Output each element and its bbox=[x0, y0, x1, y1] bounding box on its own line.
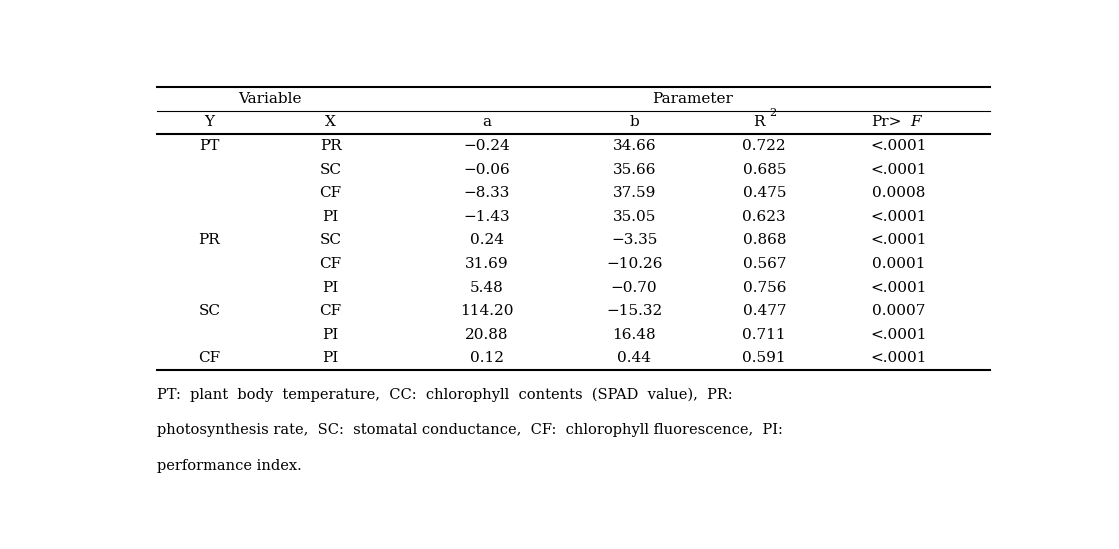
Text: 20.88: 20.88 bbox=[466, 328, 508, 342]
Text: R: R bbox=[753, 115, 764, 130]
Text: 16.48: 16.48 bbox=[612, 328, 656, 342]
Text: a: a bbox=[482, 115, 491, 130]
Text: 0.0001: 0.0001 bbox=[872, 257, 925, 271]
Text: b: b bbox=[629, 115, 639, 130]
Text: <.0001: <.0001 bbox=[871, 210, 927, 224]
Text: 0.44: 0.44 bbox=[618, 351, 651, 366]
Text: 0.0008: 0.0008 bbox=[872, 186, 925, 200]
Text: <.0001: <.0001 bbox=[871, 351, 927, 366]
Text: 34.66: 34.66 bbox=[612, 139, 656, 153]
Text: −1.43: −1.43 bbox=[463, 210, 510, 224]
Text: PR: PR bbox=[198, 233, 220, 248]
Text: Y: Y bbox=[205, 115, 214, 130]
Text: CF: CF bbox=[198, 351, 220, 366]
Text: CF: CF bbox=[320, 257, 341, 271]
Text: −3.35: −3.35 bbox=[611, 233, 657, 248]
Text: −0.70: −0.70 bbox=[611, 281, 658, 295]
Text: 0.623: 0.623 bbox=[743, 210, 786, 224]
Text: 31.69: 31.69 bbox=[466, 257, 508, 271]
Text: photosynthesis rate,  SC:  stomatal conductance,  CF:  chlorophyll fluorescence,: photosynthesis rate, SC: stomatal conduc… bbox=[157, 423, 783, 437]
Text: SC: SC bbox=[320, 233, 341, 248]
Text: <.0001: <.0001 bbox=[871, 281, 927, 295]
Text: PI: PI bbox=[322, 351, 339, 366]
Text: 0.591: 0.591 bbox=[743, 351, 786, 366]
Text: CF: CF bbox=[320, 304, 341, 318]
Text: performance index.: performance index. bbox=[157, 459, 302, 473]
Text: 5.48: 5.48 bbox=[470, 281, 504, 295]
Text: F: F bbox=[910, 115, 921, 130]
Text: PT:  plant  body  temperature,  CC:  chlorophyll  contents  (SPAD  value),  PR:: PT: plant body temperature, CC: chloroph… bbox=[157, 387, 733, 401]
Text: 0.0007: 0.0007 bbox=[872, 304, 925, 318]
Text: 0.12: 0.12 bbox=[470, 351, 504, 366]
Text: 0.756: 0.756 bbox=[743, 281, 786, 295]
Text: 35.66: 35.66 bbox=[612, 163, 656, 177]
Text: Pr>: Pr> bbox=[872, 115, 902, 130]
Text: 0.24: 0.24 bbox=[470, 233, 504, 248]
Text: 35.05: 35.05 bbox=[612, 210, 656, 224]
Text: CF: CF bbox=[320, 186, 341, 200]
Text: −10.26: −10.26 bbox=[606, 257, 662, 271]
Text: 0.722: 0.722 bbox=[743, 139, 786, 153]
Text: PR: PR bbox=[320, 139, 341, 153]
Text: 0.477: 0.477 bbox=[743, 304, 786, 318]
Text: <.0001: <.0001 bbox=[871, 233, 927, 248]
Text: −15.32: −15.32 bbox=[606, 304, 662, 318]
Text: SC: SC bbox=[320, 163, 341, 177]
Text: X: X bbox=[326, 115, 336, 130]
Text: PI: PI bbox=[322, 328, 339, 342]
Text: −0.06: −0.06 bbox=[463, 163, 510, 177]
Text: <.0001: <.0001 bbox=[871, 328, 927, 342]
Text: 114.20: 114.20 bbox=[460, 304, 514, 318]
Text: 0.475: 0.475 bbox=[743, 186, 786, 200]
Text: 0.711: 0.711 bbox=[743, 328, 786, 342]
Text: −8.33: −8.33 bbox=[463, 186, 510, 200]
Text: 0.685: 0.685 bbox=[743, 163, 786, 177]
Text: Variable: Variable bbox=[238, 92, 302, 106]
Text: Parameter: Parameter bbox=[652, 92, 733, 106]
Text: SC: SC bbox=[198, 304, 220, 318]
Text: <.0001: <.0001 bbox=[871, 163, 927, 177]
Text: 2: 2 bbox=[770, 108, 777, 118]
Text: PI: PI bbox=[322, 210, 339, 224]
Text: PI: PI bbox=[322, 281, 339, 295]
Text: 0.868: 0.868 bbox=[743, 233, 786, 248]
Text: −0.24: −0.24 bbox=[463, 139, 510, 153]
Text: 37.59: 37.59 bbox=[612, 186, 656, 200]
Text: <.0001: <.0001 bbox=[871, 139, 927, 153]
Text: PT: PT bbox=[199, 139, 219, 153]
Text: 0.567: 0.567 bbox=[743, 257, 786, 271]
